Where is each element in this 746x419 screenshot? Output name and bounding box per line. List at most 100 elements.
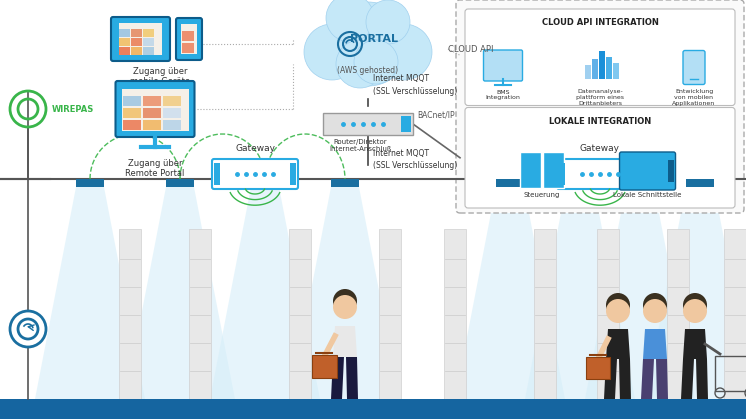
Bar — [331, 179, 359, 187]
Text: LOKALE INTEGRATION: LOKALE INTEGRATION — [549, 116, 651, 126]
Bar — [599, 52, 604, 80]
Bar — [444, 229, 466, 399]
Bar — [592, 59, 598, 80]
Bar — [119, 38, 130, 46]
Bar — [668, 160, 674, 182]
Text: Steuerung: Steuerung — [524, 192, 560, 198]
Polygon shape — [290, 187, 400, 399]
Bar — [142, 108, 160, 118]
Bar — [559, 163, 565, 185]
Text: CLOUD API: CLOUD API — [448, 44, 494, 54]
Bar — [142, 120, 160, 130]
Bar — [182, 31, 194, 41]
Text: Zugang über
Remote Portal: Zugang über Remote Portal — [125, 159, 185, 178]
Bar — [566, 179, 594, 187]
Circle shape — [606, 299, 630, 323]
Bar — [131, 38, 142, 46]
Circle shape — [606, 293, 630, 317]
Bar — [143, 38, 154, 46]
Bar — [606, 57, 612, 80]
Text: CLOUD API INTEGRATION: CLOUD API INTEGRATION — [542, 18, 659, 27]
Bar — [626, 179, 654, 187]
Bar — [520, 152, 541, 188]
Circle shape — [333, 295, 357, 319]
Bar — [585, 65, 591, 80]
FancyBboxPatch shape — [111, 17, 170, 61]
FancyBboxPatch shape — [465, 9, 735, 106]
Text: PORTAL: PORTAL — [350, 34, 398, 44]
Circle shape — [366, 0, 410, 44]
Polygon shape — [585, 187, 695, 399]
Polygon shape — [35, 187, 145, 399]
Bar — [122, 120, 140, 130]
Polygon shape — [606, 329, 630, 359]
Circle shape — [643, 293, 667, 317]
Bar — [119, 29, 130, 37]
Polygon shape — [619, 359, 631, 399]
Bar — [163, 120, 181, 130]
Bar — [724, 229, 746, 399]
Circle shape — [643, 299, 667, 323]
FancyBboxPatch shape — [557, 159, 643, 189]
Text: Zugang über
mobile Geräte: Zugang über mobile Geräte — [130, 67, 190, 86]
Bar — [181, 24, 197, 54]
Circle shape — [683, 299, 707, 323]
FancyBboxPatch shape — [176, 18, 202, 60]
Bar — [289, 229, 311, 399]
Bar — [586, 357, 610, 379]
Bar — [119, 47, 130, 55]
Polygon shape — [333, 326, 357, 357]
Text: (AWS gehosted): (AWS gehosted) — [337, 66, 398, 75]
Bar — [122, 89, 189, 131]
Bar — [597, 229, 619, 399]
Text: (SSL Verschlüsselung): (SSL Verschlüsselung) — [373, 87, 457, 96]
Bar — [163, 108, 181, 118]
Bar — [131, 47, 142, 55]
Polygon shape — [455, 187, 565, 399]
FancyBboxPatch shape — [212, 159, 298, 189]
Bar — [119, 23, 162, 55]
Text: Internet MQQT: Internet MQQT — [373, 149, 429, 158]
Bar — [131, 29, 142, 37]
Bar — [214, 163, 220, 185]
Polygon shape — [331, 357, 344, 399]
FancyBboxPatch shape — [619, 152, 676, 190]
Text: WIREPAS: WIREPAS — [52, 104, 94, 114]
Circle shape — [10, 311, 46, 347]
Bar — [323, 113, 413, 135]
Bar — [122, 96, 140, 106]
Bar — [163, 96, 181, 106]
Polygon shape — [604, 359, 617, 399]
Circle shape — [354, 40, 398, 84]
FancyBboxPatch shape — [116, 81, 195, 137]
Polygon shape — [346, 357, 358, 399]
Bar — [667, 229, 689, 399]
Polygon shape — [696, 359, 708, 399]
Text: Router/Direktor
Internet-Anschluß: Router/Direktor Internet-Anschluß — [329, 139, 391, 152]
Bar — [379, 229, 401, 399]
Polygon shape — [210, 187, 320, 399]
Text: Gateway: Gateway — [580, 144, 620, 153]
Polygon shape — [643, 329, 667, 359]
Bar — [189, 229, 211, 399]
Text: Datenanalyse-
plattform eines
Drittanbieters: Datenanalyse- plattform eines Drittanbie… — [576, 90, 624, 106]
FancyBboxPatch shape — [683, 51, 705, 85]
Bar — [290, 163, 296, 185]
Bar — [686, 179, 714, 187]
Polygon shape — [525, 187, 635, 399]
Polygon shape — [645, 187, 746, 399]
Bar — [251, 179, 279, 187]
Text: BMS
Integration: BMS Integration — [486, 90, 521, 100]
Bar — [76, 179, 104, 187]
Circle shape — [333, 289, 357, 313]
Bar — [635, 163, 641, 185]
Circle shape — [376, 24, 432, 80]
Bar — [715, 356, 746, 391]
Circle shape — [304, 24, 360, 80]
Bar — [182, 43, 194, 53]
Bar — [166, 179, 194, 187]
Bar — [312, 355, 337, 378]
Polygon shape — [656, 359, 668, 399]
FancyBboxPatch shape — [465, 108, 735, 208]
Bar — [122, 108, 140, 118]
